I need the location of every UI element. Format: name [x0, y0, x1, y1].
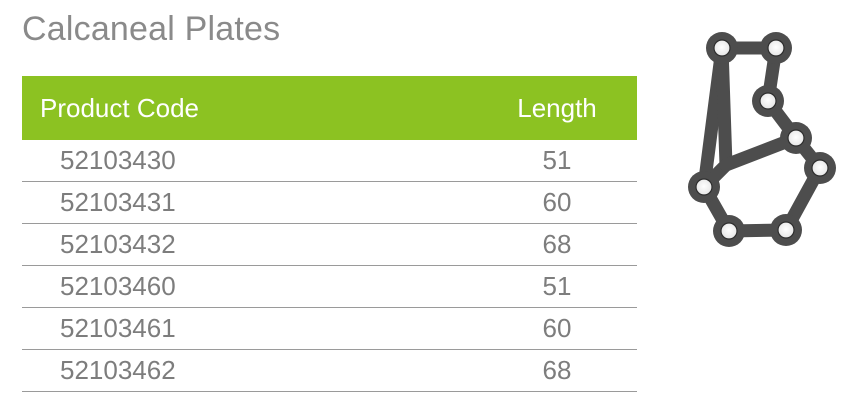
table-row: 52103430 51 — [22, 140, 637, 182]
length-cell: 51 — [542, 271, 572, 301]
table-row: 52103461 60 — [22, 308, 637, 350]
header-product-code: Product Code — [40, 92, 199, 123]
product-code-cell: 52103431 — [60, 187, 176, 217]
product-code-cell: 52103462 — [60, 355, 176, 385]
table-row: 52103460 51 — [22, 266, 637, 308]
calcaneal-plate-illustration — [688, 32, 836, 247]
product-code-cell: 52103460 — [60, 271, 176, 301]
length-cell: 60 — [542, 187, 572, 217]
length-cell: 68 — [542, 229, 572, 259]
length-cell: 68 — [542, 355, 572, 385]
product-code-cell: 52103432 — [60, 229, 176, 259]
header-length: Length — [517, 92, 597, 123]
product-code-cell: 52103461 — [60, 313, 176, 343]
table-header: Product Code Length — [22, 76, 637, 140]
product-code-cell: 52103430 — [60, 145, 176, 175]
length-cell: 60 — [542, 313, 572, 343]
page-title: Calcaneal Plates — [22, 10, 281, 48]
product-table: Product Code Length 52103430 51 52103431… — [22, 76, 637, 392]
table-row: 52103462 68 — [22, 350, 637, 392]
table-row: 52103431 60 — [22, 182, 637, 224]
table-row: 52103432 68 — [22, 224, 637, 266]
length-cell: 51 — [542, 145, 572, 175]
